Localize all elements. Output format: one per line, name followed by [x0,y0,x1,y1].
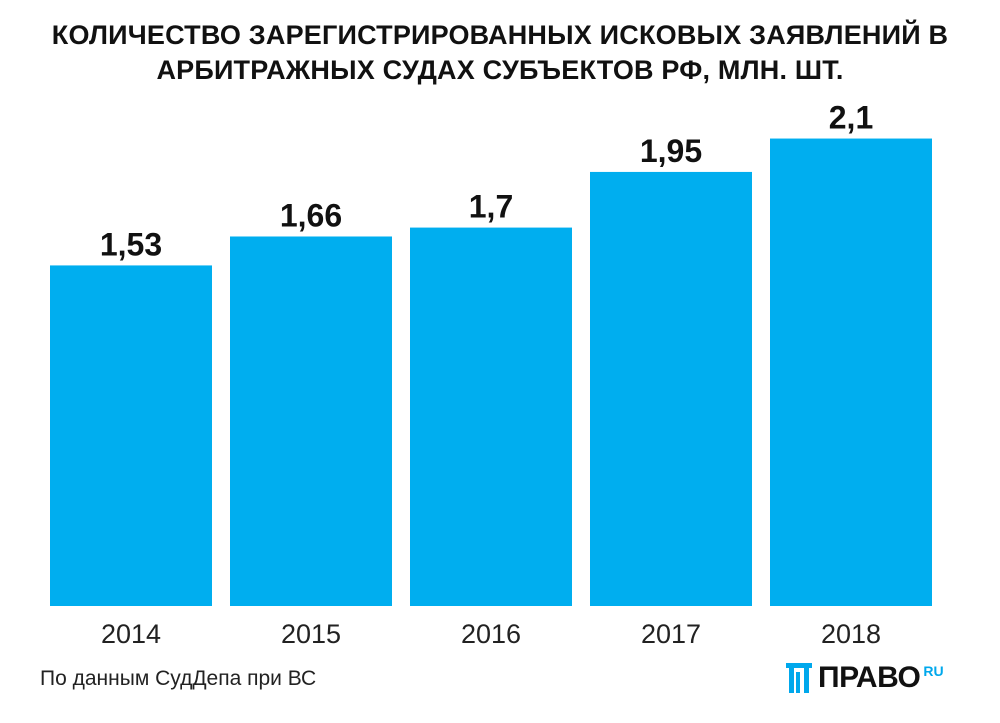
data-label-2018: 2,1 [829,100,873,136]
data-label-2015: 1,66 [280,197,342,233]
bar-2015 [230,236,392,606]
chart-title-line-2: АРБИТРАЖНЫХ СУДАХ СУБЪЕКТОВ РФ, МЛН. ШТ. [156,55,844,85]
bar-2016 [410,227,572,606]
data-label-2017: 1,95 [640,133,702,169]
x-tick-label-2014: 2014 [101,619,161,649]
logo-suffix: RU [923,663,944,679]
x-tick-label-2018: 2018 [821,619,881,649]
bar-2014 [50,265,212,606]
data-label-2016: 1,7 [469,189,513,225]
logo-wordmark: ПРАВО [818,661,921,694]
x-tick-label-2017: 2017 [641,619,701,649]
bar-2018 [770,138,932,607]
data-label-2014: 1,53 [100,226,162,262]
bar-2017 [590,171,752,606]
chart-title-line-1: КОЛИЧЕСТВО ЗАРЕГИСТРИРОВАННЫХ ИСКОВЫХ ЗА… [51,20,949,50]
source-note: По данным СудДепа при ВС [40,667,317,690]
x-tick-label-2016: 2016 [461,619,521,649]
pravo-ru-logo: ПРАВО RU [786,661,944,695]
pravo-logo-icon [786,663,812,693]
chart-title: КОЛИЧЕСТВО ЗАРЕГИСТРИРОВАННЫХ ИСКОВЫХ ЗА… [0,18,1000,88]
x-tick-label-2015: 2015 [281,619,341,649]
